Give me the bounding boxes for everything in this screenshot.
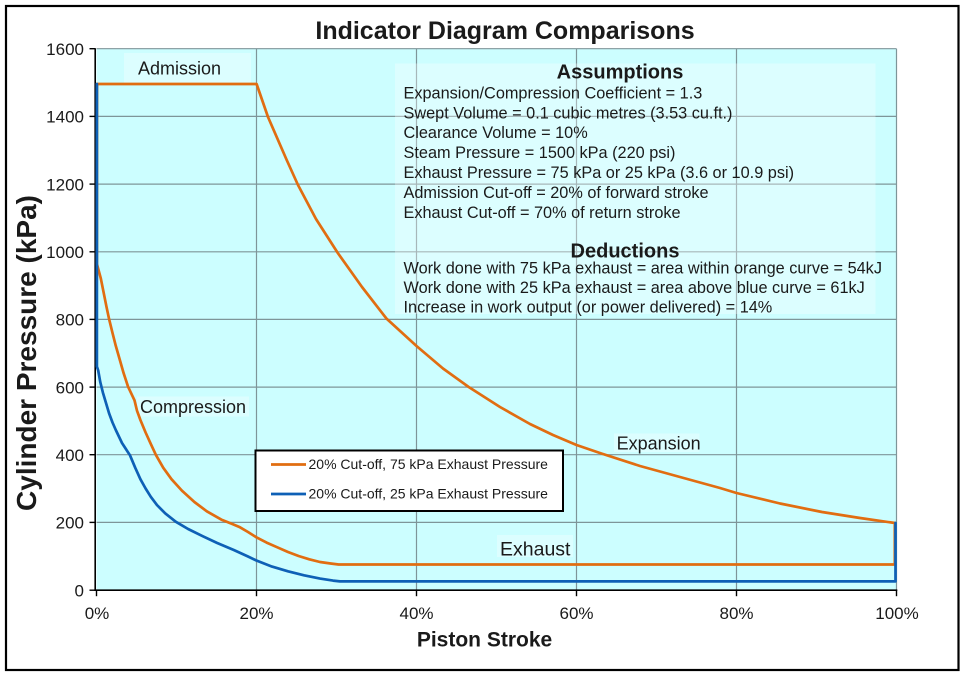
- svg-text:Increase in work output (or po: Increase in work output (or power delive…: [404, 299, 773, 317]
- svg-text:Assumptions: Assumptions: [557, 62, 684, 84]
- svg-text:20% Cut-off, 75 kPa Exhaust Pr: 20% Cut-off, 75 kPa Exhaust Pressure: [309, 456, 549, 472]
- svg-text:Work done with 25 kPa exhaust: Work done with 25 kPa exhaust = area abo…: [404, 279, 865, 297]
- svg-text:800: 800: [56, 311, 84, 330]
- svg-text:1200: 1200: [46, 175, 84, 194]
- svg-text:600: 600: [56, 378, 84, 397]
- svg-text:0%: 0%: [85, 604, 110, 623]
- svg-text:0: 0: [75, 582, 84, 601]
- svg-text:80%: 80%: [719, 604, 753, 623]
- svg-text:Expansion/Compression Coeffici: Expansion/Compression Coefficient = 1.3: [404, 84, 703, 102]
- svg-text:Admission: Admission: [138, 58, 221, 78]
- svg-text:1000: 1000: [46, 243, 84, 262]
- svg-text:100%: 100%: [875, 604, 918, 623]
- svg-text:1400: 1400: [46, 108, 84, 127]
- svg-text:Compression: Compression: [140, 397, 246, 417]
- svg-text:Piston Stroke: Piston Stroke: [417, 629, 552, 652]
- svg-text:Deductions: Deductions: [571, 241, 680, 263]
- svg-text:Admission Cut-off = 20% of for: Admission Cut-off = 20% of forward strok…: [404, 184, 709, 202]
- svg-text:40%: 40%: [399, 604, 433, 623]
- svg-text:Expansion: Expansion: [617, 434, 701, 454]
- svg-text:Steam Pressure = 1500 kPa (220: Steam Pressure = 1500 kPa (220 psi): [404, 144, 676, 162]
- svg-text:Exhaust: Exhaust: [500, 538, 571, 560]
- svg-text:Indicator Diagram Comparisons: Indicator Diagram Comparisons: [315, 17, 694, 45]
- svg-text:1600: 1600: [46, 40, 84, 59]
- svg-text:Cylinder Pressure (kPa): Cylinder Pressure (kPa): [11, 195, 42, 511]
- svg-text:200: 200: [56, 514, 84, 533]
- svg-text:Swept Volume = 0.1 cubic metre: Swept Volume = 0.1 cubic metres (3.53 cu…: [404, 104, 733, 122]
- svg-text:60%: 60%: [559, 604, 593, 623]
- svg-text:20% Cut-off, 25 kPa Exhaust Pr: 20% Cut-off, 25 kPa Exhaust Pressure: [309, 486, 549, 502]
- svg-text:Work done with 75 kPa exhaust: Work done with 75 kPa exhaust = area wit…: [404, 260, 882, 278]
- svg-text:Exhaust Cut-off = 70% of retur: Exhaust Cut-off = 70% of return stroke: [404, 204, 681, 222]
- svg-text:20%: 20%: [239, 604, 273, 623]
- svg-text:Exhaust Pressure = 75 kPa or 2: Exhaust Pressure = 75 kPa or 25 kPa (3.6…: [404, 164, 795, 182]
- svg-text:400: 400: [56, 446, 84, 465]
- svg-text:Clearance Volume = 10%: Clearance Volume = 10%: [404, 124, 588, 142]
